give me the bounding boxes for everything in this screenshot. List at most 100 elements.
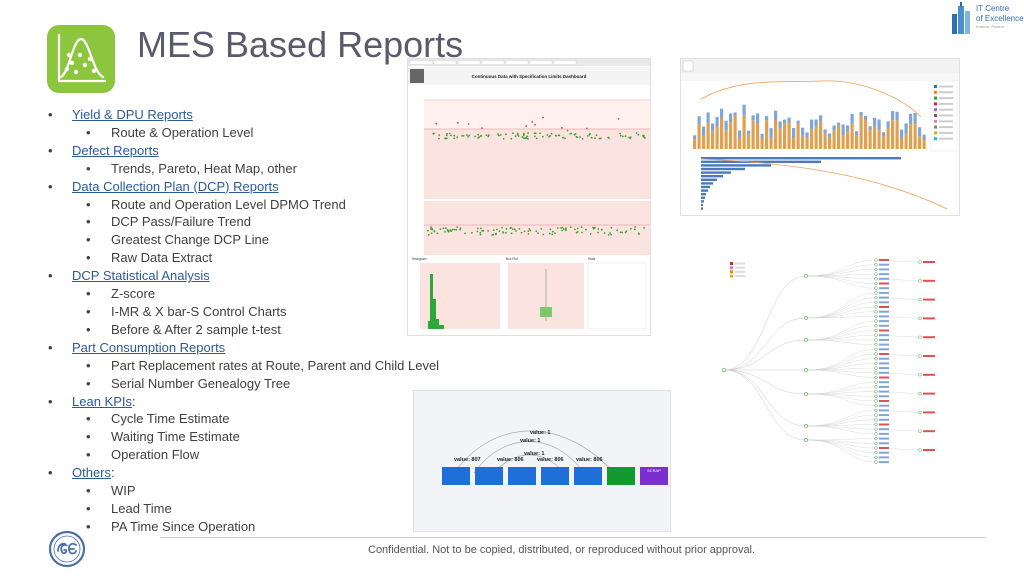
tree-node <box>804 438 808 442</box>
scatter-point <box>607 234 610 236</box>
tree-node <box>874 295 878 300</box>
bar-segment <box>922 140 926 149</box>
tree-link <box>805 311 877 319</box>
outline-section-link[interactable]: Defect Reports <box>72 142 159 158</box>
legend-text-line <box>939 126 953 129</box>
bar-segment <box>706 112 710 123</box>
scatter-point <box>521 136 524 138</box>
outline-section-link[interactable]: DCP Statistical Analysis <box>72 268 210 284</box>
tree-node <box>874 324 878 328</box>
tree-node <box>918 410 922 415</box>
bar-segment <box>756 123 760 149</box>
scatter-point <box>453 228 456 231</box>
scatter-point <box>616 229 618 232</box>
scatter-point <box>480 227 482 230</box>
tree-node-label <box>879 461 889 464</box>
tree-link <box>805 425 877 435</box>
scatter-point <box>576 230 579 233</box>
tree-node-label <box>923 392 935 395</box>
scatter-point <box>638 233 640 236</box>
pareto-bar <box>701 178 717 181</box>
outline-subitem: Greatest Change DCP Line <box>45 231 465 249</box>
tree-node-label <box>879 306 889 308</box>
serial-genealogy-tree-screenshot <box>706 256 986 472</box>
outline-subitem: Lead Time <box>45 500 465 518</box>
outline-section-link[interactable]: Yield & DPU Reports <box>72 107 193 122</box>
pareto-bar <box>701 196 705 199</box>
bar-segment <box>801 127 805 136</box>
outline-subitem: Trends, Pareto, Heat Map, other <box>45 160 465 178</box>
tree-node <box>874 272 878 276</box>
scatter-point <box>481 230 483 232</box>
bar-segment <box>859 112 863 116</box>
tree-link <box>805 335 877 341</box>
bar-segment <box>841 135 845 149</box>
scatter-point <box>479 231 482 234</box>
bar-segment <box>729 122 733 149</box>
scatter-point <box>527 233 530 235</box>
scatter-point <box>551 233 554 236</box>
bar-segment <box>711 131 715 149</box>
tree-node <box>918 297 922 302</box>
pareto-bar <box>701 160 821 163</box>
outline-section-1: Yield & DPU Reports <box>45 106 465 124</box>
tree-node <box>874 314 878 319</box>
scatter-point <box>468 134 471 137</box>
scatter-point <box>451 228 454 231</box>
scatter-point <box>501 226 503 229</box>
outline-section-link[interactable]: Part Consumption Reports <box>72 339 226 355</box>
scatter-point <box>581 137 584 140</box>
scatter-point <box>453 137 456 140</box>
outline-section-link[interactable]: Data Collection Plan (DCP) Reports <box>72 178 279 194</box>
tree-node-label <box>923 355 935 357</box>
bar-segment <box>832 125 836 131</box>
operation-flow-screenshot: value: 1 value: 1 value: 1 value: 807 va… <box>413 390 671 532</box>
control-chart-dashboard-image: Continuous Data with Specification Limit… <box>408 59 650 335</box>
brand-line-2: of Excellence <box>976 14 1024 23</box>
scatter-point <box>539 132 541 135</box>
bar-segment <box>868 126 872 131</box>
bar-segment <box>868 130 872 149</box>
pareto-bar <box>701 189 708 192</box>
bar-segment <box>819 115 823 122</box>
scatter-point <box>481 127 483 129</box>
tree-node-label <box>879 343 889 346</box>
tree-link <box>723 369 807 441</box>
tree-link <box>805 439 877 463</box>
scatter-point <box>479 233 482 236</box>
tree-link <box>805 259 877 277</box>
bar-segment <box>819 121 823 149</box>
defect-pareto-image <box>681 59 959 210</box>
scatter-point <box>574 228 576 231</box>
scatter-point <box>444 230 446 233</box>
brand-line-3: Krakow, Poland <box>976 24 1004 29</box>
scatter-point <box>445 137 448 140</box>
tree-node <box>804 424 808 428</box>
chart-2-points <box>427 226 645 236</box>
flow-node <box>475 467 503 485</box>
tree-legend-swatch <box>730 270 733 274</box>
bar-segment <box>724 130 728 149</box>
pareto-bar <box>701 182 713 185</box>
bar-segment <box>828 137 832 149</box>
scatter-point <box>546 134 549 136</box>
scatter-point <box>534 123 536 126</box>
outline-section-link[interactable]: Lean KPIs <box>72 393 132 409</box>
scatter-point <box>621 231 624 234</box>
tree-link <box>723 317 807 371</box>
bar-segment <box>702 126 706 136</box>
scatter-point <box>565 227 567 230</box>
outline-subitem: Operation Flow <box>45 446 465 464</box>
tree-node-label <box>879 324 889 327</box>
legend-swatch <box>934 125 937 129</box>
scatter-point <box>456 136 459 139</box>
outline-section-link[interactable]: Others <box>72 465 112 481</box>
outline-section-suffix: : <box>111 465 115 481</box>
scatter-point <box>436 232 439 235</box>
tree-link <box>805 425 877 430</box>
bar-segment <box>877 119 881 130</box>
scatter-point <box>427 229 429 232</box>
tree-links <box>723 259 921 463</box>
scatter-point <box>554 232 556 235</box>
outline-subitem: DCP Pass/Failure Trend <box>45 213 465 231</box>
